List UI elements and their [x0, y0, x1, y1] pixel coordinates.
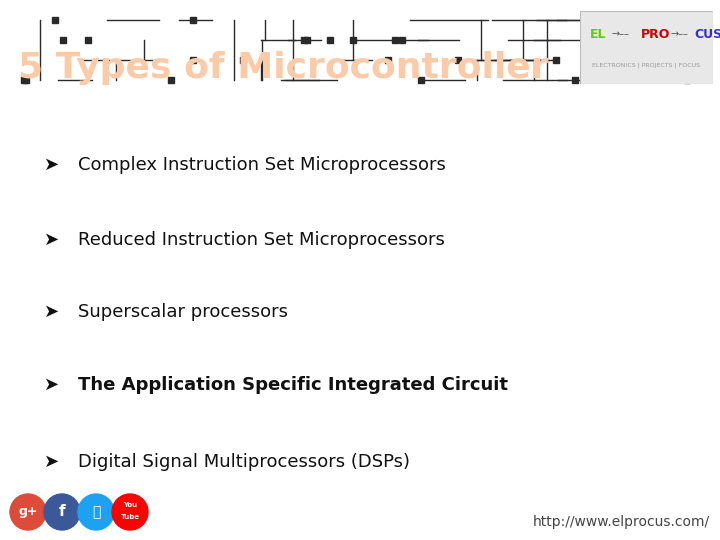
- Bar: [595, 37, 601, 43]
- Bar: [168, 77, 174, 83]
- Bar: [385, 57, 391, 63]
- Text: Superscalar processors: Superscalar processors: [78, 303, 288, 321]
- Text: CUS: CUS: [694, 28, 720, 40]
- Bar: [327, 37, 333, 43]
- Bar: [190, 17, 196, 23]
- Text: http://www.elprocus.com/: http://www.elprocus.com/: [533, 515, 710, 529]
- FancyBboxPatch shape: [580, 11, 713, 84]
- Bar: [572, 77, 578, 83]
- Bar: [190, 57, 196, 63]
- Bar: [350, 37, 356, 43]
- Text: EL: EL: [590, 28, 607, 40]
- Text: You: You: [123, 502, 137, 508]
- Bar: [21, 77, 27, 83]
- Circle shape: [10, 494, 46, 530]
- Text: Tube: Tube: [120, 514, 140, 520]
- Bar: [399, 37, 405, 43]
- Bar: [52, 17, 58, 23]
- Text: ➤: ➤: [45, 156, 60, 174]
- Bar: [240, 57, 246, 63]
- Text: 🐦: 🐦: [92, 505, 100, 519]
- Text: g+: g+: [18, 505, 37, 518]
- Text: The Application Specific Integrated Circuit: The Application Specific Integrated Circ…: [78, 376, 508, 394]
- Bar: [392, 37, 398, 43]
- Bar: [553, 57, 559, 63]
- Circle shape: [78, 494, 114, 530]
- Bar: [691, 17, 697, 23]
- Text: f: f: [59, 504, 66, 519]
- Circle shape: [44, 494, 80, 530]
- Bar: [301, 37, 307, 43]
- Bar: [304, 37, 310, 43]
- Bar: [60, 37, 66, 43]
- Text: ➤: ➤: [45, 231, 60, 249]
- Text: →––: →––: [670, 29, 688, 39]
- Bar: [418, 77, 424, 83]
- Text: Reduced Instruction Set Microprocessors: Reduced Instruction Set Microprocessors: [78, 231, 445, 249]
- Bar: [639, 57, 645, 63]
- Text: ➤: ➤: [45, 453, 60, 471]
- Text: ELECTRONICS | PROJECTS | FOCUS: ELECTRONICS | PROJECTS | FOCUS: [593, 63, 701, 68]
- Text: ➤: ➤: [45, 303, 60, 321]
- Bar: [23, 77, 29, 83]
- Circle shape: [112, 494, 148, 530]
- Bar: [595, 57, 601, 63]
- Text: ➤: ➤: [45, 376, 60, 394]
- Bar: [684, 77, 690, 83]
- Bar: [455, 57, 461, 63]
- Text: →––: →––: [611, 29, 629, 39]
- Text: 5 Types of Microcontroller: 5 Types of Microcontroller: [18, 51, 549, 85]
- Text: Digital Signal Multiprocessors (DSPs): Digital Signal Multiprocessors (DSPs): [78, 453, 410, 471]
- Text: Complex Instruction Set Microprocessors: Complex Instruction Set Microprocessors: [78, 156, 446, 174]
- Text: PRO: PRO: [641, 28, 670, 40]
- Bar: [85, 37, 91, 43]
